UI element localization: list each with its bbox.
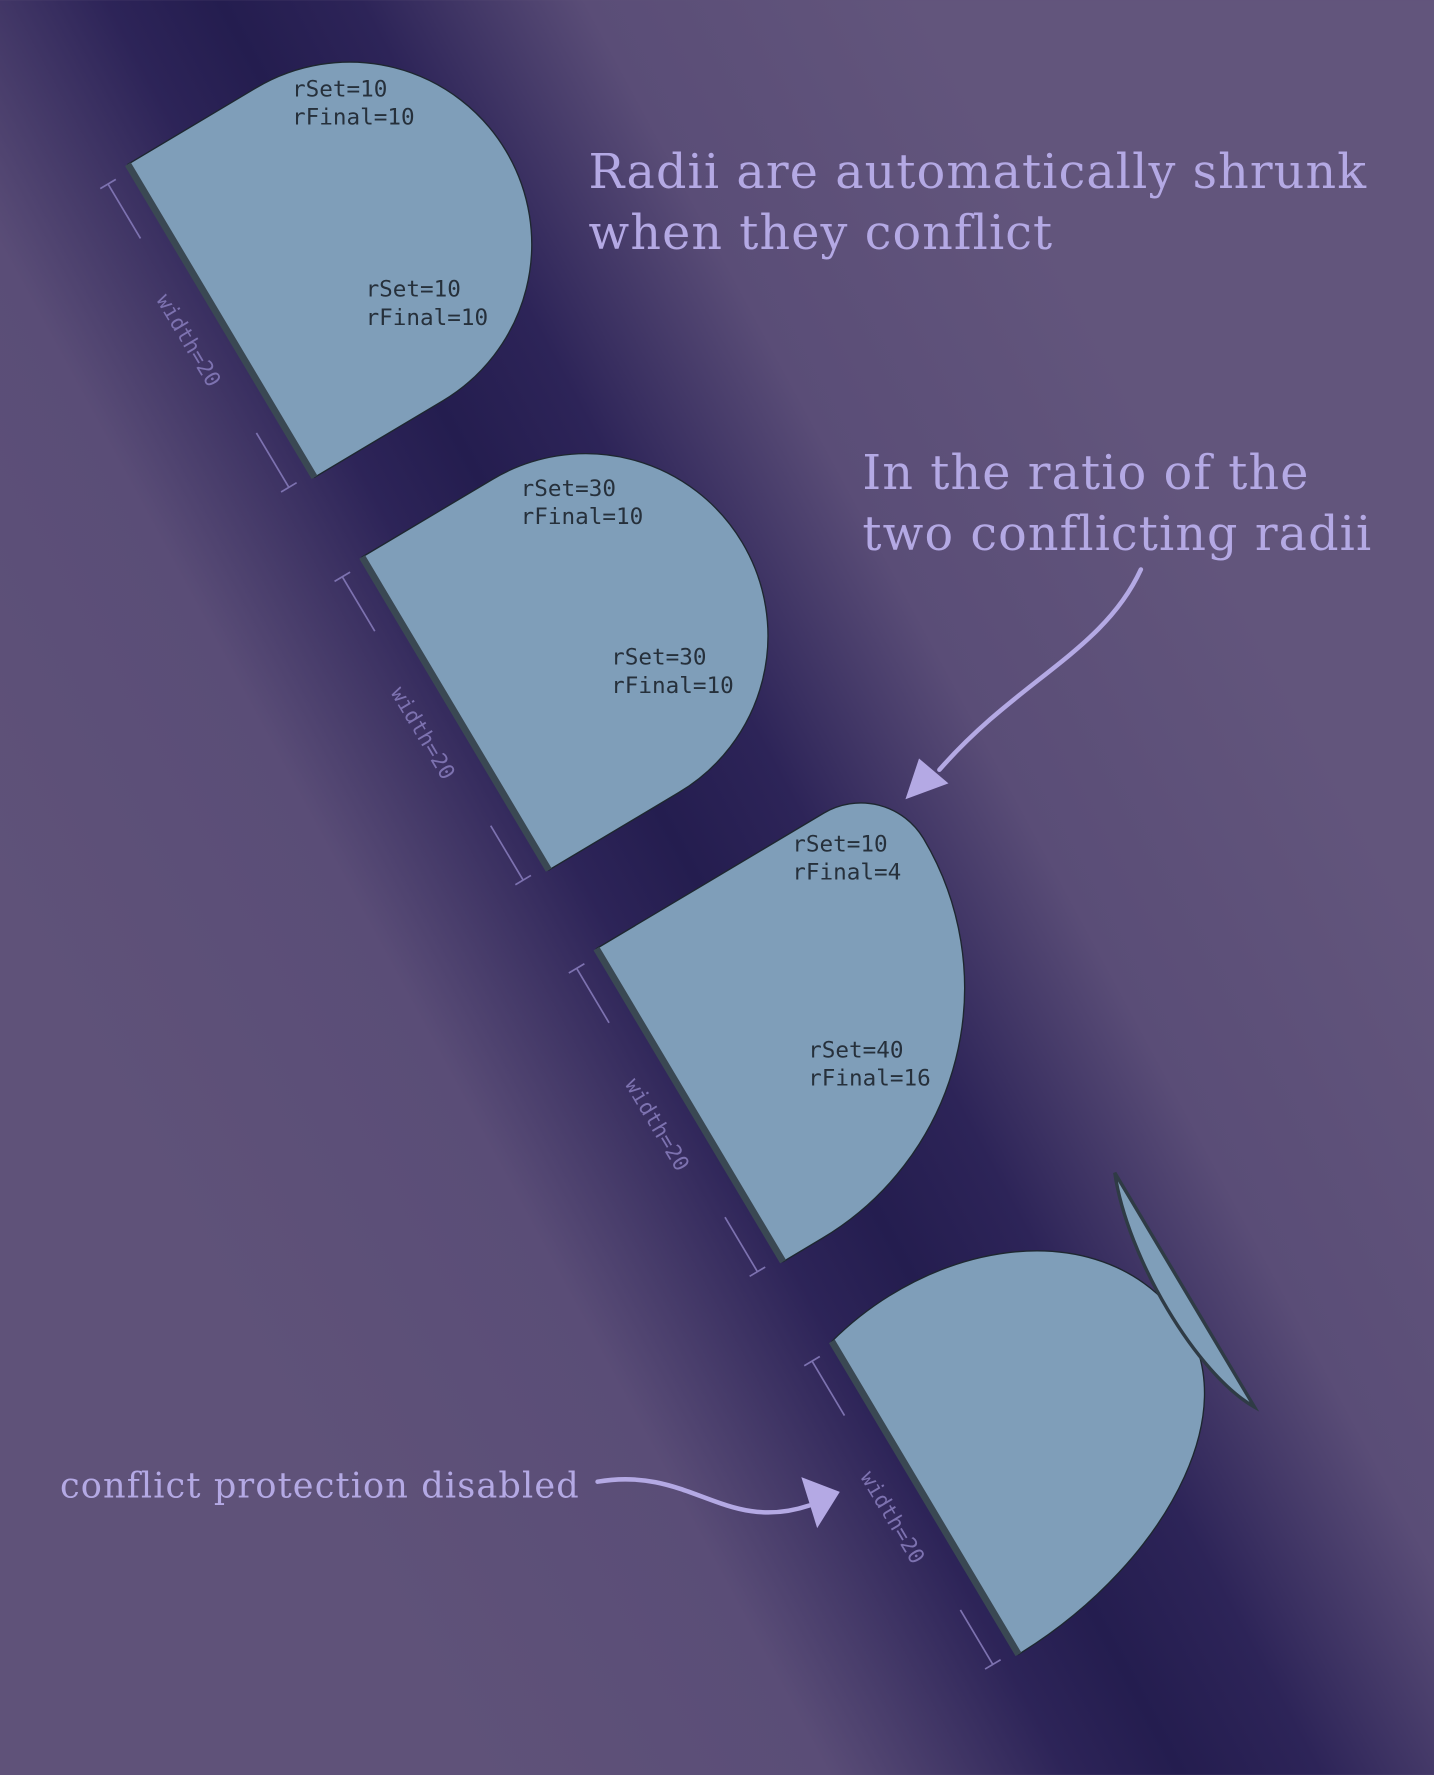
overlap-sliver <box>1113 1171 1260 1412</box>
shape-1: width=20 <box>99 61 533 493</box>
shape-4: width=20 <box>803 1171 1260 1670</box>
width-edge <box>593 946 786 1264</box>
width-edge <box>828 1339 1022 1657</box>
headline-line-2: when they conflict <box>589 206 1054 261</box>
width-edge <box>359 555 552 872</box>
corner-bottom-rset: rSet=40 <box>808 1037 903 1063</box>
corner-bottom-rset: rSet=30 <box>611 645 706 671</box>
corner-bottom-rset: rSet=10 <box>366 277 461 303</box>
corner-bottom-rfinal: rFinal=10 <box>366 305 489 331</box>
disabled-note: conflict protection disabled <box>60 1466 580 1507</box>
corner-top-rfinal: rFinal=10 <box>521 504 644 530</box>
width-edge <box>124 162 318 480</box>
corner-top-rset: rSet=10 <box>292 76 387 102</box>
disabled-arrow-icon <box>595 1477 840 1529</box>
corner-top-rfinal: rFinal=4 <box>792 860 901 886</box>
headline-line-1: Radii are automatically shrunk <box>589 145 1368 200</box>
ratio-arrow-icon <box>905 567 1144 800</box>
corner-bottom-rfinal: rFinal=16 <box>808 1066 931 1092</box>
corner-top-rset: rSet=10 <box>792 831 887 857</box>
corner-top-rset: rSet=30 <box>521 476 616 502</box>
corner-bottom-rfinal: rFinal=10 <box>611 673 734 699</box>
ratio-note-line-1: In the ratio of the <box>862 446 1309 501</box>
ratio-note-line-2: two conflicting radii <box>862 507 1372 562</box>
corner-top-rfinal: rFinal=10 <box>292 105 415 131</box>
